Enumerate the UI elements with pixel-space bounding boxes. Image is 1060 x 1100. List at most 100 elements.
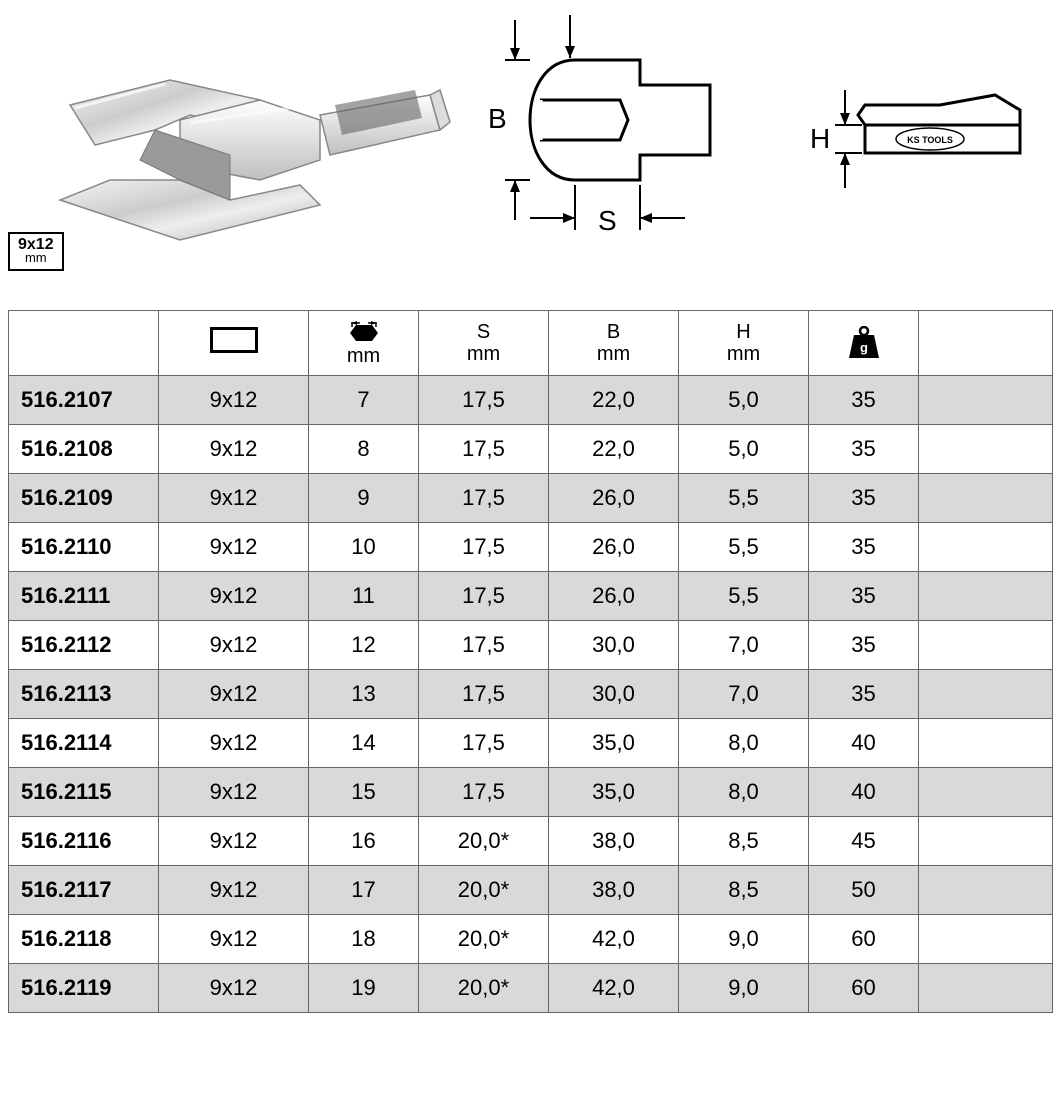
illustration-area: 9x12 mm B: [0, 0, 1060, 300]
cell-w: 60: [809, 964, 919, 1013]
cell-blank: [919, 621, 1053, 670]
cell-b: 26,0: [549, 572, 679, 621]
cell-part: 516.2111: [9, 572, 159, 621]
technical-diagram: B S: [480, 10, 1040, 270]
product-photo: [20, 10, 460, 270]
cell-h: 8,5: [679, 817, 809, 866]
cell-h: 5,5: [679, 474, 809, 523]
cell-h: 5,5: [679, 523, 809, 572]
hdr-s-label: S: [419, 321, 548, 343]
cell-mm: 10: [309, 523, 419, 572]
table-row: 516.21199x121920,0*42,09,060: [9, 964, 1053, 1013]
cell-s: 17,5: [419, 621, 549, 670]
cell-part: 516.2112: [9, 621, 159, 670]
cell-mm: 12: [309, 621, 419, 670]
hdr-mm: mm: [309, 311, 419, 376]
size-badge: 9x12 mm: [8, 232, 64, 271]
cell-size: 9x12: [159, 915, 309, 964]
cell-mm: 19: [309, 964, 419, 1013]
cell-s: 20,0*: [419, 866, 549, 915]
table-row: 516.21159x121517,535,08,040: [9, 768, 1053, 817]
hdr-h: H mm: [679, 311, 809, 376]
cell-mm: 17: [309, 866, 419, 915]
dim-b-label: B: [488, 103, 507, 134]
cell-size: 9x12: [159, 425, 309, 474]
cell-h: 7,0: [679, 670, 809, 719]
cell-part: 516.2119: [9, 964, 159, 1013]
hdr-b-unit: mm: [549, 343, 678, 365]
cell-w: 35: [809, 670, 919, 719]
cell-mm: 8: [309, 425, 419, 474]
cell-w: 40: [809, 768, 919, 817]
cell-size: 9x12: [159, 817, 309, 866]
wrench-photo-svg: [20, 10, 460, 270]
cell-w: 35: [809, 474, 919, 523]
cell-s: 17,5: [419, 376, 549, 425]
cell-s: 17,5: [419, 425, 549, 474]
cell-b: 42,0: [549, 915, 679, 964]
cell-blank: [919, 425, 1053, 474]
cell-blank: [919, 719, 1053, 768]
cell-part: 516.2118: [9, 915, 159, 964]
cell-part: 516.2116: [9, 817, 159, 866]
cell-size: 9x12: [159, 768, 309, 817]
cell-h: 9,0: [679, 915, 809, 964]
cell-size: 9x12: [159, 964, 309, 1013]
cell-blank: [919, 670, 1053, 719]
cell-blank: [919, 768, 1053, 817]
cell-mm: 15: [309, 768, 419, 817]
hdr-s: S mm: [419, 311, 549, 376]
cell-h: 8,0: [679, 719, 809, 768]
cell-blank: [919, 376, 1053, 425]
cell-w: 35: [809, 425, 919, 474]
hdr-size: [159, 311, 309, 376]
cell-part: 516.2110: [9, 523, 159, 572]
table-row: 516.21149x121417,535,08,040: [9, 719, 1053, 768]
cell-b: 35,0: [549, 768, 679, 817]
cell-size: 9x12: [159, 670, 309, 719]
cell-size: 9x12: [159, 376, 309, 425]
cell-h: 8,5: [679, 866, 809, 915]
cell-mm: 14: [309, 719, 419, 768]
cell-w: 50: [809, 866, 919, 915]
cell-part: 516.2107: [9, 376, 159, 425]
cell-blank: [919, 474, 1053, 523]
hdr-h-unit: mm: [679, 343, 808, 365]
hdr-blank: [919, 311, 1053, 376]
cell-blank: [919, 523, 1053, 572]
cell-b: 26,0: [549, 523, 679, 572]
cell-h: 5,5: [679, 572, 809, 621]
hdr-part: [9, 311, 159, 376]
table-row: 516.21089x12817,522,05,035: [9, 425, 1053, 474]
cell-s: 17,5: [419, 768, 549, 817]
cell-size: 9x12: [159, 523, 309, 572]
cell-mm: 18: [309, 915, 419, 964]
cell-w: 35: [809, 621, 919, 670]
rect-icon: [210, 327, 258, 353]
dim-h-label: H: [810, 123, 830, 154]
cell-b: 42,0: [549, 964, 679, 1013]
table-row: 516.21189x121820,0*42,09,060: [9, 915, 1053, 964]
cell-w: 35: [809, 523, 919, 572]
cell-part: 516.2117: [9, 866, 159, 915]
cell-part: 516.2114: [9, 719, 159, 768]
cell-b: 22,0: [549, 425, 679, 474]
cell-s: 17,5: [419, 719, 549, 768]
cell-h: 5,0: [679, 425, 809, 474]
hdr-mm-unit: mm: [309, 345, 418, 367]
cell-s: 17,5: [419, 523, 549, 572]
cell-part: 516.2115: [9, 768, 159, 817]
table-body: 516.21079x12717,522,05,035516.21089x1281…: [9, 376, 1053, 1013]
cell-b: 38,0: [549, 866, 679, 915]
cell-mm: 7: [309, 376, 419, 425]
cell-s: 17,5: [419, 670, 549, 719]
cell-size: 9x12: [159, 866, 309, 915]
hdr-b-label: B: [549, 321, 678, 343]
cell-w: 35: [809, 572, 919, 621]
cell-w: 40: [809, 719, 919, 768]
cell-size: 9x12: [159, 719, 309, 768]
cell-mm: 9: [309, 474, 419, 523]
cell-s: 20,0*: [419, 964, 549, 1013]
table-row: 516.21169x121620,0*38,08,545: [9, 817, 1053, 866]
table-row: 516.21079x12717,522,05,035: [9, 376, 1053, 425]
